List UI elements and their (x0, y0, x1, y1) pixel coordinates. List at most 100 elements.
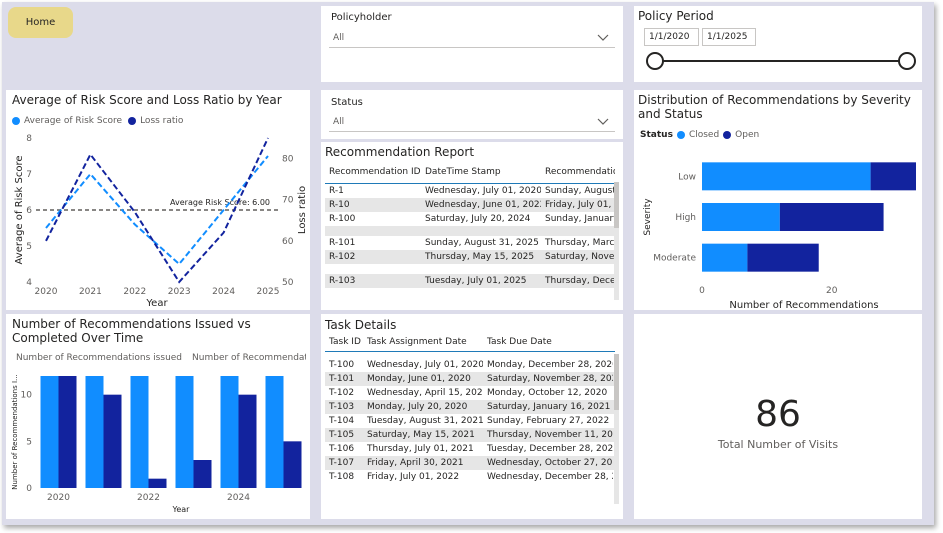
table-row[interactable]: R-10 Wednesday, June 01, 2022 Friday, July… (325, 198, 615, 212)
bar-completed (148, 478, 167, 488)
x-tick-label: 2020 (47, 493, 70, 503)
legend-entry: Open (735, 130, 760, 140)
y-tick-label: 0 (26, 484, 32, 494)
table-row[interactable]: T-102 Wednesday, April 15, 2020 Monday, Oc… (325, 386, 615, 400)
legend-entry: Average of Risk Score (24, 116, 123, 126)
status-slicer: Status All (321, 90, 623, 139)
column-header[interactable]: Recommendatio (545, 166, 615, 177)
reference-line-label: Average Risk Score: 6.00 (170, 198, 270, 207)
table-cell: T-107 (329, 458, 355, 468)
legend-entry: Number of Recommendations issued (16, 353, 183, 363)
column-header[interactable]: Task ID (329, 336, 361, 347)
table-row[interactable]: T-100 Wednesday, July 01, 2020 Monday, Dec… (325, 358, 615, 372)
scrollbar-thumb[interactable] (614, 354, 619, 410)
table-cell: R-103 (329, 276, 356, 286)
table-row[interactable]: T-106 Thursday, July 01, 2021 Tuesday, Dec… (325, 442, 615, 456)
chart-legend: Number of Recommendations issued Number … (12, 353, 306, 363)
table-cell: T-100 (329, 360, 355, 370)
y-tick-label: 5 (26, 242, 32, 252)
table-cell: Monday, June 01, 2020 (367, 374, 471, 384)
chart-legend: Status Closed Open (640, 130, 759, 140)
table-cell: Saturday, May 15, 2021 (367, 430, 475, 440)
table-row[interactable]: R-100 Saturday, July 20, 2024 Sunday, Janu… (325, 212, 615, 226)
table-row[interactable]: T-104 Tuesday, August 31, 2021 Sunday, Feb… (325, 414, 615, 428)
table-row[interactable]: T-101 Monday, June 01, 2020 Saturday, Nove… (325, 372, 615, 386)
range-slider-end-handle[interactable] (898, 52, 916, 70)
table-scrollbar[interactable] (614, 182, 619, 300)
y-axis-label: Severity (643, 198, 653, 236)
table-cell: T-103 (329, 402, 355, 412)
table-row[interactable]: R-103 Tuesday, July 01, 2025 Thursday, Dec… (325, 274, 615, 288)
table-row[interactable] (325, 226, 615, 236)
risk-loss-plot: 4 5 6 7 8 50 60 70 80 2020 2021 2022 2023 2024 2025 Yea… (14, 134, 308, 309)
start-date-input[interactable]: 1/1/2020 (644, 28, 699, 46)
column-header[interactable]: Recommendation ID (329, 166, 421, 177)
chevron-down-icon (597, 118, 609, 125)
column-header[interactable]: Task Due Date (487, 336, 552, 347)
table-cell: T-106 (329, 444, 355, 454)
table-cell: Wednesday, July 01, 2020 (367, 360, 483, 370)
x-tick-label: 2024 (227, 493, 250, 503)
table-cell: T-104 (329, 416, 355, 426)
table-row[interactable]: T-105 Saturday, May 15, 2021 Thursday, Nov… (325, 428, 615, 442)
table-row[interactable]: R-1 Wednesday, July 01, 2020 Sunday, Augus… (325, 184, 615, 198)
severity-chart: Distribution of Recommendations by Sever… (634, 90, 922, 310)
severity-plot: Low High Moderate 0 20 Number of Recommendati… (643, 162, 916, 310)
task-details: Task Details Task ID Task Assignment Date… (321, 314, 623, 519)
x-axis-label: Number of Recommendations (729, 300, 878, 310)
policyholder-slicer: Policyholder All (321, 6, 623, 82)
column-header[interactable]: DateTime Stamp (425, 166, 501, 177)
table-cell: R-10 (329, 200, 350, 210)
x-axis-label: Year (145, 298, 168, 309)
y-tick-label-right: 60 (282, 237, 294, 247)
table-cell: Thursday, May 15, 2025 (425, 252, 535, 262)
risk-loss-chart: Average of Risk Score and Loss Ratio by … (6, 90, 310, 310)
table-cell: Wednesday, June 01, 2022 (425, 200, 541, 210)
table-cell: Saturday, January 16, 2021 (487, 402, 611, 412)
table-cell: Friday, July 01, 2 (545, 200, 615, 210)
x-tick-label: 20 (826, 286, 838, 296)
y-tick-label: 10 (21, 391, 33, 401)
legend-entry: Number of Recommendations ... (192, 353, 306, 363)
table-row[interactable]: T-108 Friday, July 01, 2022 Wednesday, Dec… (325, 470, 615, 484)
status-label: Status (331, 97, 363, 108)
bar-issued (40, 376, 59, 488)
table-header: Recommendation ID DateTime Stamp Recommend… (325, 160, 615, 184)
y-tick-label-right: 50 (282, 278, 294, 288)
table-cell: Wednesday, December 28, 20 (487, 472, 613, 482)
table-cell: Sunday, February 27, 2022 (487, 416, 610, 426)
chart-legend: Average of Risk Score Loss ratio (12, 116, 183, 126)
bar-closed (702, 203, 780, 231)
home-button[interactable]: Home (8, 7, 73, 38)
table-row[interactable]: T-107 Friday, April 30, 2021 Wednesday, Oc… (325, 456, 615, 470)
table-cell: Wednesday, October 27, 2021 (487, 458, 613, 468)
table-cell: Wednesday, July 01, 2020 (425, 186, 541, 196)
range-slider-start-handle[interactable] (646, 52, 664, 70)
bar-open (747, 243, 819, 272)
end-date-input[interactable]: 1/1/2025 (702, 28, 756, 46)
table-title: Recommendation Report (325, 145, 475, 159)
table-cell: Monday, December 28, 2020 (487, 360, 613, 370)
bar-completed (283, 441, 302, 488)
status-dropdown[interactable]: All (329, 112, 615, 132)
scrollbar-thumb[interactable] (614, 182, 619, 228)
report-canvas: Home Policyholder All Policy Period 1/1/… (2, 2, 934, 525)
table-scrollbar[interactable] (614, 354, 619, 504)
table-row[interactable]: R-101 Sunday, August 31, 2025 Thursday, Ma… (325, 236, 615, 250)
table-row[interactable]: R-102 Thursday, May 15, 2025 Saturday, Nov… (325, 250, 615, 264)
y-tick-label: 8 (26, 134, 32, 144)
recommendations-plot: 0 5 10 2020 2022 2024 Year Number of Recommenda… (11, 374, 302, 514)
bar-issued (85, 376, 104, 488)
table-cell: Thursday, March (545, 238, 615, 248)
table-row[interactable]: T-103 Monday, July 20, 2020 Saturday, Janu… (325, 400, 615, 414)
legend-marker (128, 117, 137, 125)
column-header[interactable]: Task Assignment Date (367, 336, 467, 347)
bar-completed (58, 376, 77, 488)
table-cell: Wednesday, April 15, 2020 (367, 388, 483, 398)
table-row[interactable] (325, 264, 615, 274)
table-cell: Sunday, August (545, 186, 615, 196)
policyholder-dropdown[interactable]: All (329, 28, 615, 48)
kpi-label: Total Number of Visits (717, 438, 839, 451)
policyholder-label: Policyholder (331, 12, 392, 23)
table-header: Task ID Task Assignment Date Task Due Date (325, 332, 615, 352)
